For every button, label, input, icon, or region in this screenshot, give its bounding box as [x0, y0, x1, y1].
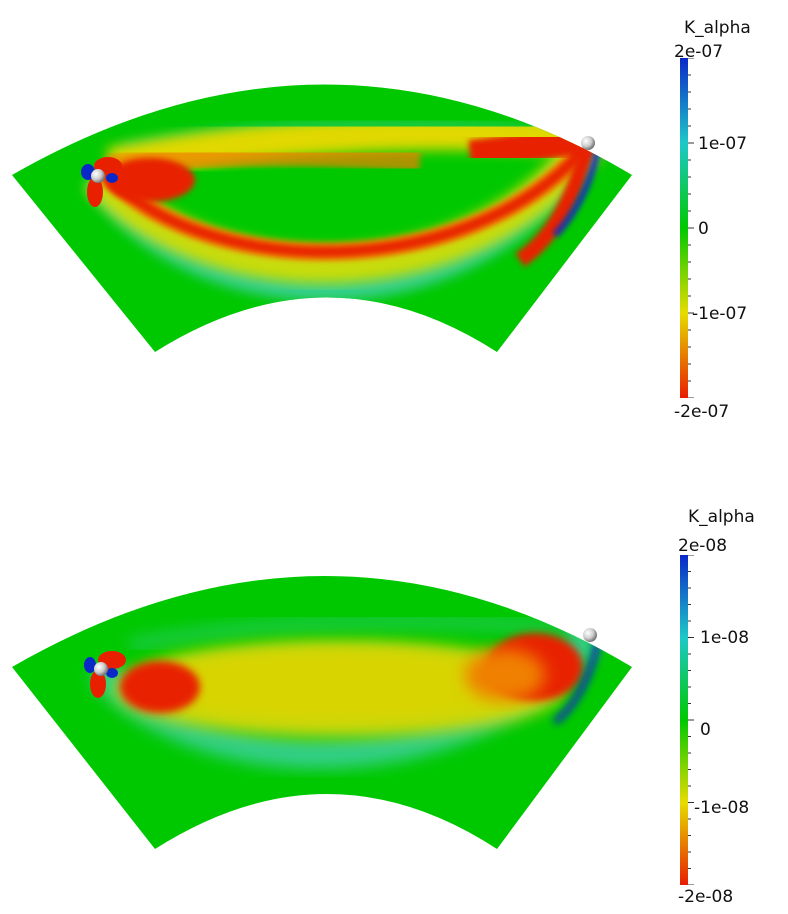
source-sphere-icon	[91, 169, 105, 183]
colorbar-bottom: K_alpha	[660, 457, 788, 914]
colorbar-upper-label: 1e-07	[698, 134, 748, 154]
kernel-panel-bottom: K_alpha	[0, 457, 788, 914]
colorbar-mid-label: 0	[700, 720, 711, 740]
colorbar-min-label: -2e-07	[674, 402, 730, 422]
receiver-sphere-icon	[581, 136, 595, 150]
colorbar-upper-label: 1e-08	[700, 628, 750, 648]
colorbar-min-label: -2e-08	[678, 887, 734, 907]
kernel-panel-top: K_alpha	[12, 0, 788, 457]
colorbar-gradient-bottom	[680, 555, 694, 885]
colorbar-title: K_alpha	[684, 18, 751, 38]
sector-domain-top	[12, 84, 632, 352]
receiver-sphere-icon	[583, 628, 597, 642]
kernel-plot-bottom	[12, 576, 632, 849]
colorbar-title: K_alpha	[688, 507, 755, 527]
colorbar-lower-label: -1e-08	[694, 798, 750, 818]
colorbar-max-label: 2e-08	[678, 536, 728, 556]
colorbar-mid-label: 0	[698, 219, 709, 239]
colorbar-top: K_alpha	[660, 0, 788, 457]
sector-domain-bottom	[12, 576, 632, 849]
colorbar-gradient-top	[680, 58, 694, 398]
colorbar-lower-label: -1e-07	[692, 304, 748, 324]
colorbar-max-label: 2e-07	[674, 42, 724, 62]
kernel-plot-top	[12, 84, 632, 352]
source-sphere-icon	[94, 662, 108, 676]
